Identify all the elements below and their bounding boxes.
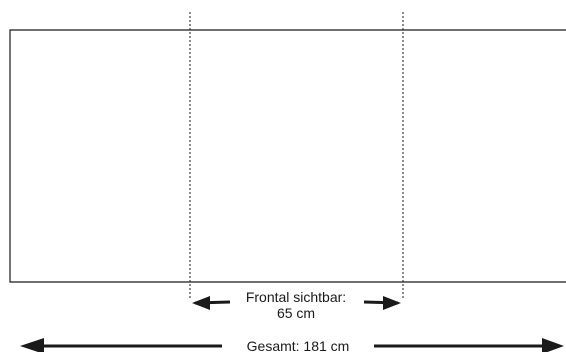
total-label: Gesamt: 181 cm (247, 338, 350, 352)
front-visible-label: Frontal sichtbar: (246, 289, 346, 305)
total-dimension-arrow-right (374, 338, 564, 352)
total-dimension-arrow-left (20, 338, 222, 352)
panel-outline (9, 29, 566, 283)
front-dimension-arrow-left (192, 296, 231, 310)
front-dimension-arrow-right (363, 296, 401, 310)
front-visible-value: 65 cm (277, 305, 315, 321)
